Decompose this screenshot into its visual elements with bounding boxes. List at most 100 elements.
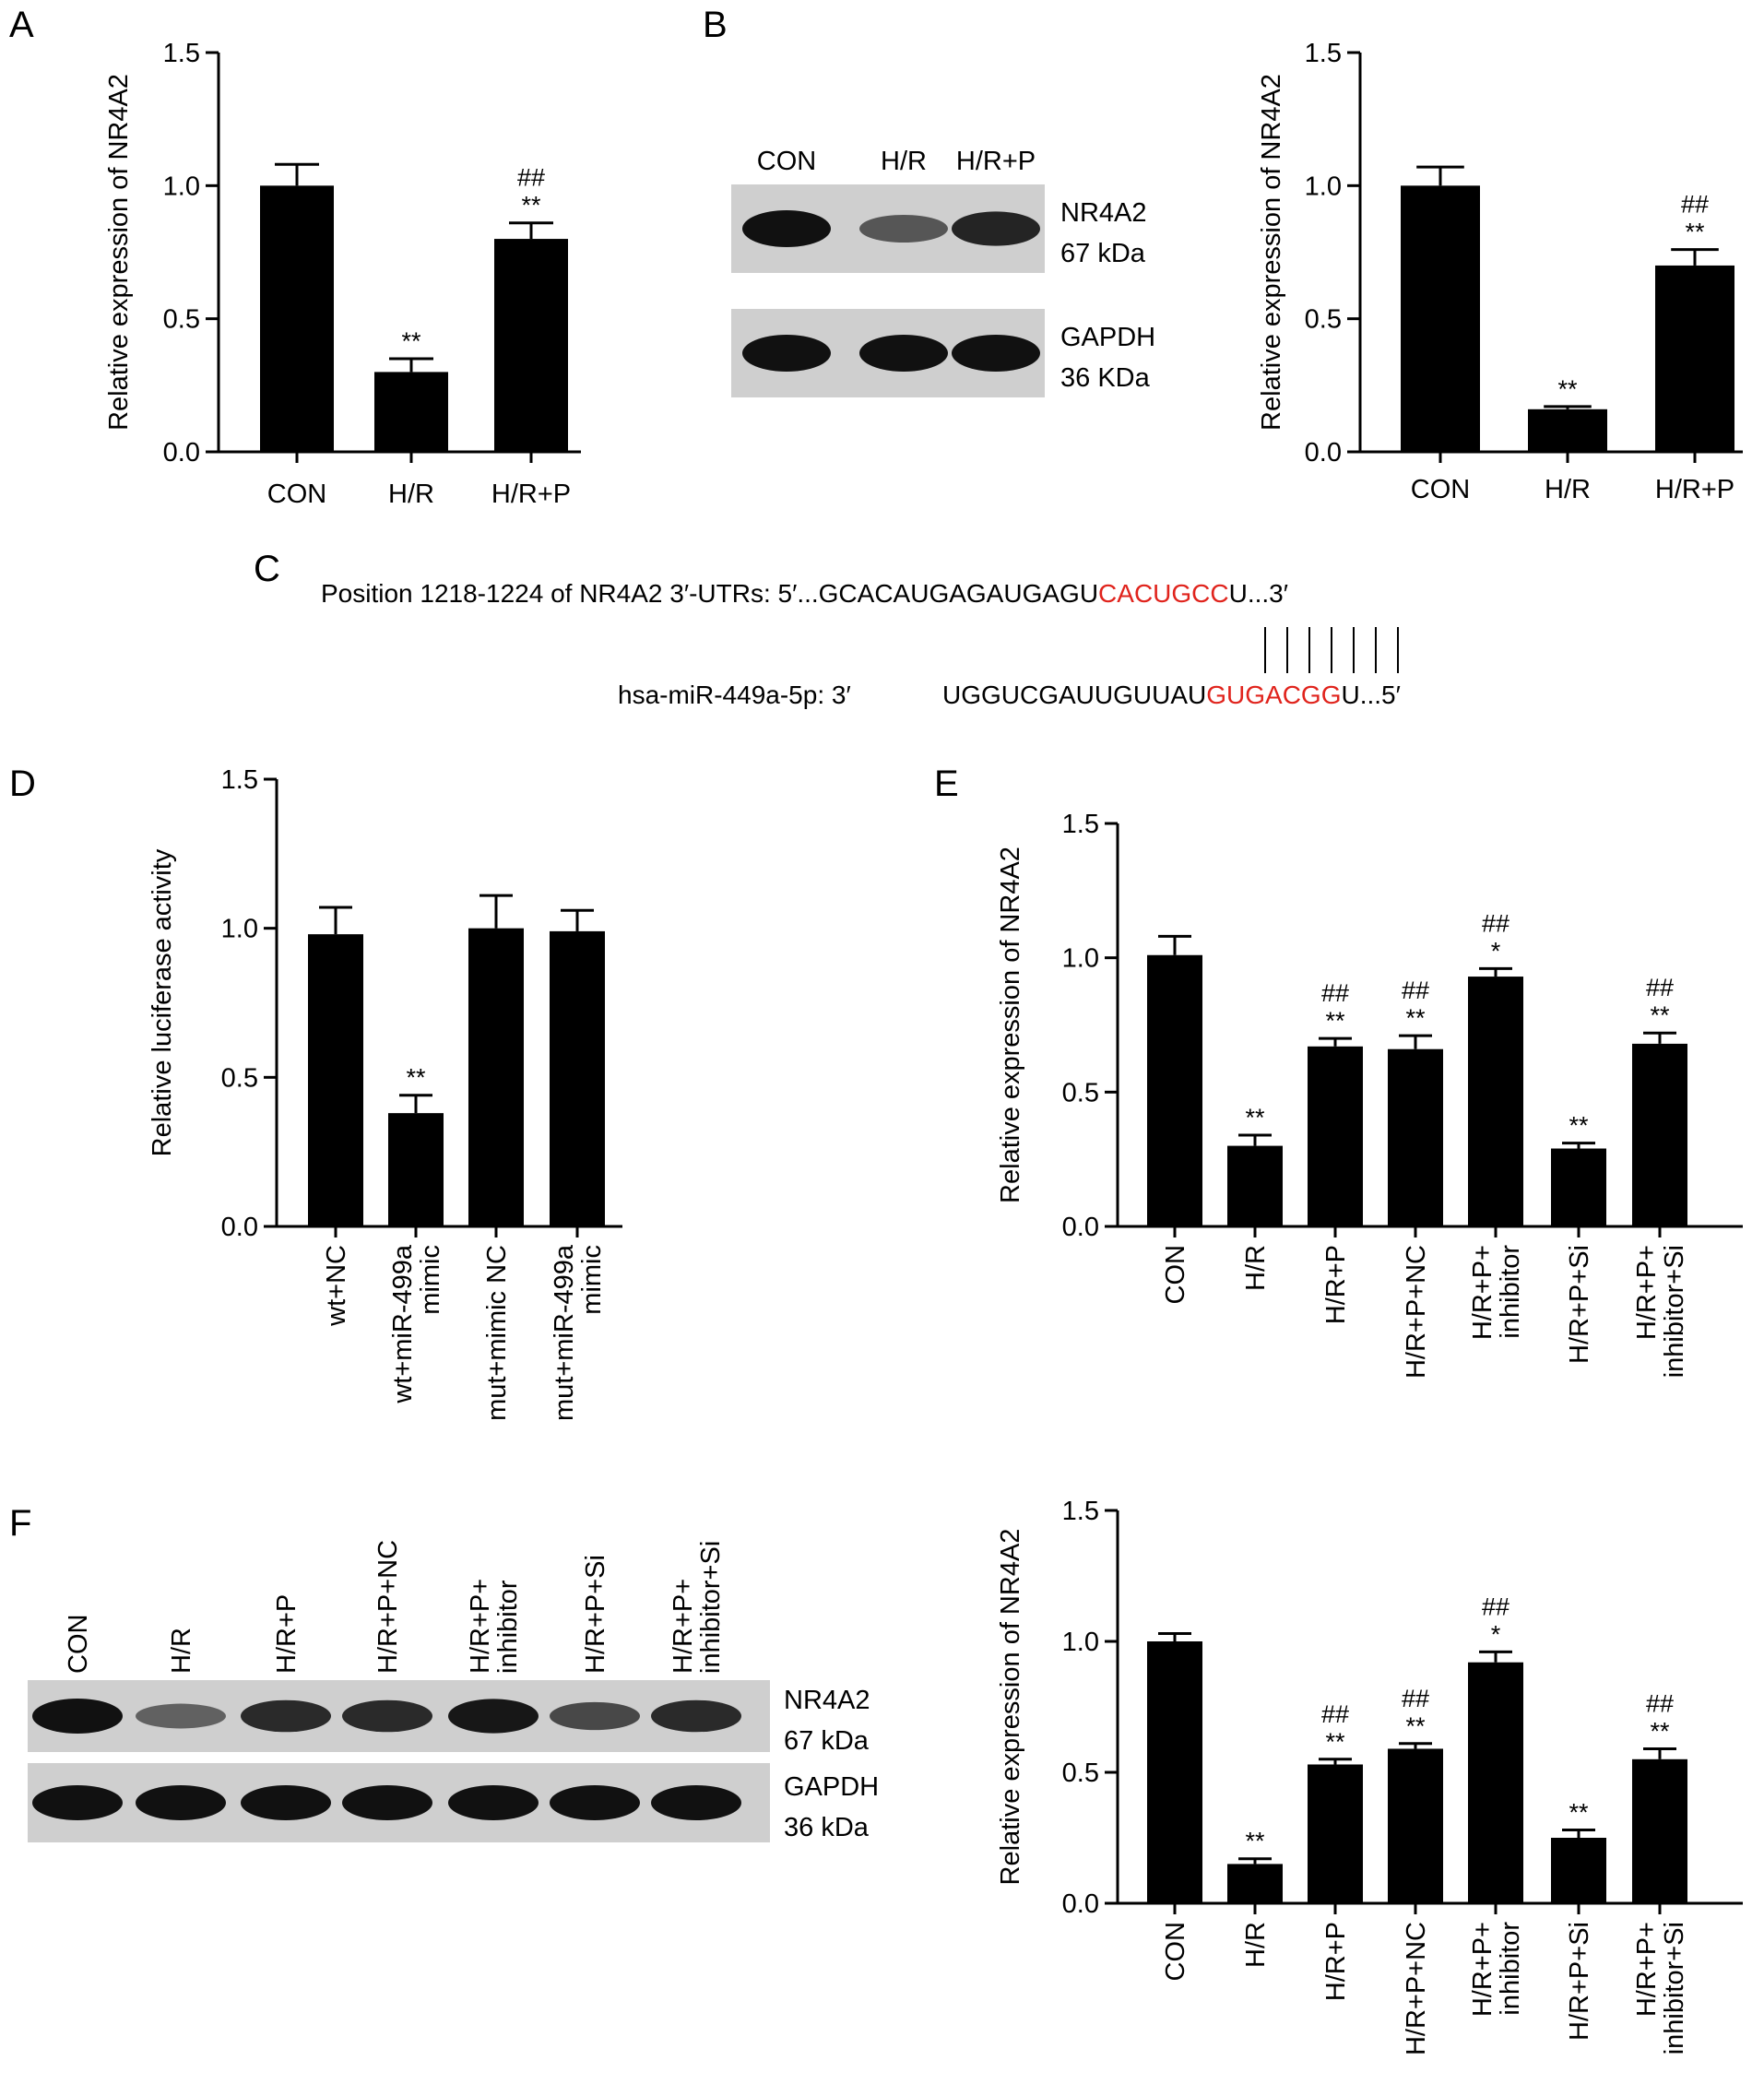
- significance-marker: **: [1325, 1728, 1345, 1756]
- x-tick-label: H/R: [388, 480, 434, 509]
- significance-marker: ##: [1402, 1685, 1429, 1712]
- significance-marker: **: [1325, 1007, 1345, 1035]
- blot-band: [952, 211, 1040, 246]
- bar: [1655, 265, 1734, 452]
- significance-marker: ##: [1482, 1593, 1509, 1620]
- bar: [1468, 977, 1523, 1226]
- y-tick-label: 0.0: [1062, 1889, 1099, 1919]
- y-tick-label: 1.0: [1305, 172, 1342, 201]
- significance-marker: ##: [1646, 1689, 1674, 1717]
- x-tick-label: H/R+P+Si: [1565, 1245, 1594, 1364]
- mir-seed: GUGACGG: [1206, 681, 1342, 709]
- bar: [374, 372, 448, 452]
- bar: [1388, 1048, 1443, 1226]
- x-tick-label: H/R+P+: [1632, 1245, 1662, 1340]
- y-tick-label: 0.0: [1062, 1213, 1099, 1242]
- y-tick-label: 1.5: [1062, 810, 1099, 839]
- y-tick-label: 1.5: [163, 39, 200, 68]
- blot-band: [859, 214, 948, 243]
- utr-suffix: U...3′: [1228, 579, 1288, 608]
- significance-marker: **: [1557, 375, 1578, 403]
- blot-band: [136, 1785, 226, 1820]
- bar: [494, 239, 568, 452]
- bar: [1308, 1046, 1363, 1226]
- blot-band: [742, 210, 831, 247]
- y-tick-label: 1.0: [221, 915, 258, 944]
- significance-marker: **: [1245, 1828, 1265, 1855]
- y-tick-label: 1.0: [163, 172, 200, 201]
- panel-letter-c: C: [254, 549, 280, 589]
- x-tick-label: CON: [1411, 475, 1470, 504]
- significance-marker: **: [521, 192, 541, 219]
- x-tick-label: mut+mimic NC: [482, 1245, 512, 1421]
- x-tick-label: H/R: [1241, 1922, 1271, 1968]
- band-name: NR4A2: [1060, 198, 1147, 228]
- utr-prefix: Position 1218-1224 of NR4A2 3′-UTRs: 5′.…: [321, 579, 1099, 608]
- significance-marker: **: [1405, 1004, 1426, 1032]
- lane-label: CON: [757, 147, 816, 176]
- y-tick-label: 0.0: [1305, 438, 1342, 468]
- bar: [1551, 1838, 1606, 1903]
- blot-band: [448, 1699, 539, 1734]
- x-tick-label: mimic: [577, 1245, 607, 1315]
- x-tick-label: H/R+P+Si: [1565, 1922, 1594, 2041]
- bar: [1528, 409, 1607, 452]
- significance-marker: **: [1650, 1717, 1670, 1745]
- band-size: 36 KDa: [1060, 363, 1151, 393]
- bar: [1227, 1864, 1283, 1903]
- blot-band: [550, 1701, 640, 1731]
- x-tick-label: CON: [1161, 1245, 1190, 1304]
- chart-e: 0.0 0.5 1.0 1.5 Relative expression of NR4A2…: [996, 810, 1743, 1379]
- lane-label: inhibitor: [493, 1580, 523, 1674]
- chart-f: 0.0 0.5 1.0 1.5 Relative expression of NR4A2…: [996, 1497, 1743, 2055]
- significance-marker: ##: [517, 164, 545, 192]
- significance-marker: ##: [1321, 1700, 1349, 1728]
- significance-marker: **: [1245, 1104, 1265, 1131]
- significance-marker: **: [1650, 1001, 1670, 1029]
- bar: [1632, 1758, 1687, 1903]
- blot-band: [651, 1785, 741, 1820]
- x-tick-label: H/R+P: [1321, 1922, 1351, 2001]
- chart-d: 0.0 0.5 1.0 1.5 Relative luciferase activity…: [148, 765, 622, 1421]
- x-tick-label: H/R+P+: [1468, 1922, 1498, 2017]
- y-axis-label: Relative luciferase activity: [148, 848, 177, 1156]
- bar: [308, 934, 363, 1226]
- lane-label: inhibitor+Si: [696, 1541, 726, 1674]
- panel-letter-b: B: [703, 5, 728, 45]
- y-axis-label: Relative expression of NR4A2: [996, 1529, 1025, 1886]
- x-tick-label: inhibitor+Si: [1660, 1922, 1689, 2054]
- band-size: 67 kDa: [1060, 239, 1146, 268]
- bar: [388, 1113, 444, 1226]
- y-tick-label: 0.5: [163, 305, 200, 335]
- panel-letter-e: E: [934, 764, 959, 804]
- utr-seed: CACUGCC: [1098, 579, 1229, 608]
- x-tick-label: H/R: [1545, 475, 1591, 504]
- significance-marker: **: [1405, 1712, 1426, 1740]
- significance-marker: ##: [1321, 979, 1349, 1007]
- bar: [1147, 954, 1202, 1226]
- blot-band: [742, 335, 831, 372]
- x-tick-label: H/R: [1241, 1245, 1271, 1291]
- mir-sequence: UGGUCGAUUGUUAUGUGACGGU...5′: [942, 681, 1401, 710]
- x-tick-label: inhibitor+Si: [1660, 1245, 1689, 1378]
- x-tick-label: H/R+P: [1321, 1245, 1351, 1324]
- y-tick-label: 0.5: [1305, 305, 1342, 335]
- significance-marker: **: [401, 327, 421, 355]
- lane-label: H/R+P+: [466, 1579, 495, 1674]
- blot-band: [550, 1785, 640, 1820]
- blot-band: [342, 1785, 432, 1820]
- panel-letter-f: F: [9, 1503, 32, 1544]
- bar: [1227, 1145, 1283, 1226]
- lane-label: H/R: [167, 1628, 196, 1674]
- blot-band: [952, 335, 1040, 372]
- y-tick-label: 0.5: [221, 1063, 258, 1093]
- utr-sequence: Position 1218-1224 of NR4A2 3′-UTRs: 5′.…: [321, 579, 1288, 609]
- blot-band: [32, 1785, 123, 1820]
- y-tick-label: 0.0: [221, 1213, 258, 1242]
- blot-band: [651, 1699, 741, 1733]
- lane-label: H/R+P+Si: [581, 1555, 610, 1674]
